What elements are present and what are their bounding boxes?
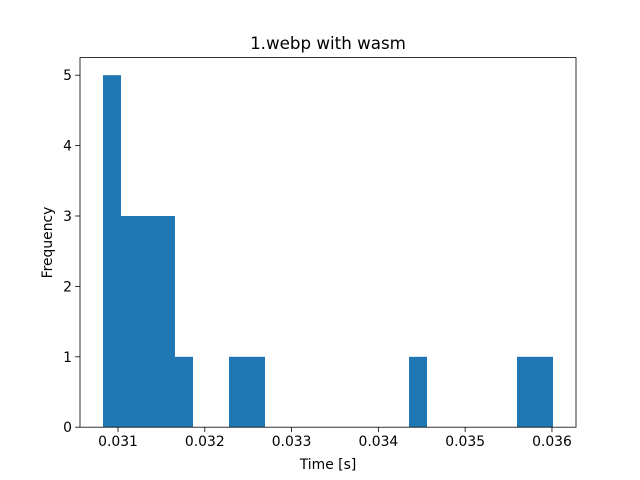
bar (228, 356, 247, 428)
x-tick-label: 0.034 (358, 434, 398, 450)
y-tick-label: 3 (63, 209, 72, 225)
x-tick-label: 0.032 (185, 434, 225, 450)
bar (138, 216, 157, 428)
chart-title: 1.webp with wasm (250, 33, 406, 53)
y-tick-label: 5 (63, 68, 72, 84)
y-tick-label: 1 (63, 350, 72, 366)
y-axis-label: Frequency (40, 207, 56, 279)
y-tick-label: 4 (63, 139, 72, 155)
x-tick-label: 0.033 (272, 434, 312, 450)
plot-frame (79, 57, 577, 428)
x-axis-label: Time [s] (299, 457, 357, 473)
bar (120, 216, 139, 428)
bar (246, 356, 265, 428)
bar (156, 216, 175, 428)
bar (517, 356, 536, 428)
y-tick-label: 2 (63, 279, 72, 295)
bar (174, 356, 193, 428)
bar (409, 356, 428, 428)
x-tick-label: 0.036 (532, 434, 572, 450)
bar (535, 356, 554, 428)
x-tick-label: 0.031 (98, 434, 138, 450)
y-tick-label: 0 (63, 420, 72, 436)
bar (102, 75, 121, 428)
x-tick-label: 0.035 (445, 434, 485, 450)
